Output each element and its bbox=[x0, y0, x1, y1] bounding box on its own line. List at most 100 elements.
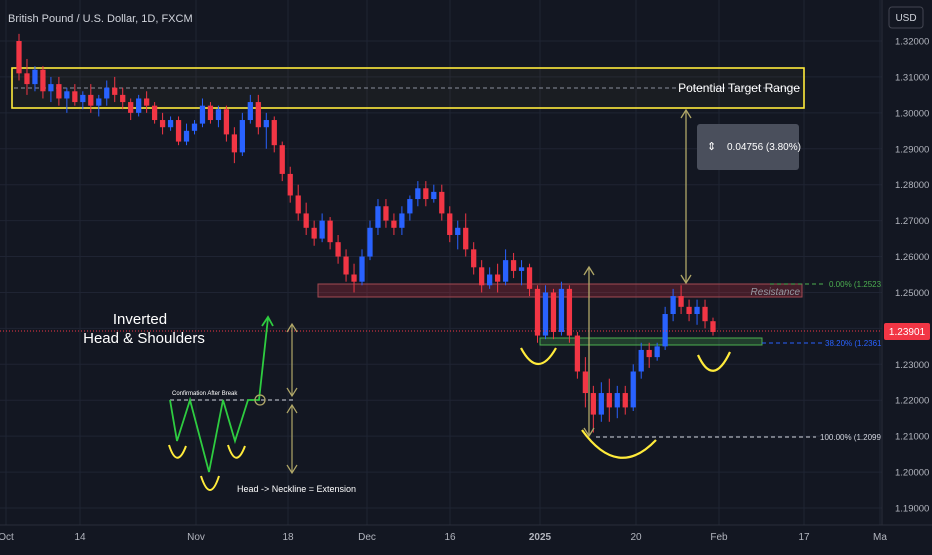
candle-body[interactable] bbox=[80, 94, 86, 103]
candle-body[interactable] bbox=[231, 134, 238, 153]
candle-body[interactable] bbox=[510, 260, 517, 271]
candle-body[interactable] bbox=[391, 220, 397, 228]
candle-body[interactable] bbox=[72, 91, 78, 103]
candle-body[interactable] bbox=[399, 213, 405, 228]
candle-body[interactable] bbox=[383, 206, 389, 221]
candle-body[interactable] bbox=[702, 306, 708, 322]
candle-body[interactable] bbox=[96, 98, 102, 106]
candle-body[interactable] bbox=[518, 267, 525, 271]
candle-body[interactable] bbox=[88, 94, 94, 106]
candle-body[interactable] bbox=[223, 109, 230, 135]
candle-body[interactable] bbox=[136, 98, 142, 113]
candle-body[interactable] bbox=[263, 120, 269, 128]
candle-body[interactable] bbox=[502, 260, 509, 282]
candle-body[interactable] bbox=[112, 87, 118, 95]
candle-body[interactable] bbox=[670, 296, 676, 315]
candle-body[interactable] bbox=[471, 249, 477, 268]
candle-body[interactable] bbox=[271, 120, 277, 146]
candle-body[interactable] bbox=[279, 145, 285, 174]
candle-body[interactable] bbox=[638, 349, 644, 372]
illustration-arrow-head bbox=[261, 315, 274, 327]
candle-body[interactable] bbox=[303, 213, 309, 228]
candle-body[interactable] bbox=[542, 292, 549, 336]
candle-body[interactable] bbox=[686, 306, 692, 315]
time-axis[interactable]: Oct 14 Nov 18 Dec 16 2025 20 Feb 17 Ma bbox=[0, 532, 887, 543]
candle-body[interactable] bbox=[48, 84, 54, 92]
candle-body[interactable] bbox=[590, 393, 596, 415]
currency-button-label[interactable]: USD bbox=[895, 13, 916, 24]
candle-body[interactable] bbox=[104, 87, 110, 99]
candle-body[interactable] bbox=[423, 188, 429, 200]
candle-body[interactable] bbox=[143, 98, 150, 106]
candle-body[interactable] bbox=[64, 91, 70, 99]
candle-body[interactable] bbox=[407, 199, 413, 214]
candle-body[interactable] bbox=[120, 94, 126, 103]
candle-body[interactable] bbox=[159, 120, 166, 128]
candle-body[interactable] bbox=[487, 274, 493, 286]
candle-body[interactable] bbox=[622, 393, 628, 408]
candle-body[interactable] bbox=[566, 288, 573, 336]
candle-body[interactable] bbox=[183, 130, 190, 142]
candle-body[interactable] bbox=[175, 120, 182, 142]
candle-body[interactable] bbox=[311, 227, 317, 239]
candle-body[interactable] bbox=[494, 274, 501, 282]
candle-body[interactable] bbox=[606, 393, 612, 408]
candle-body[interactable] bbox=[319, 220, 325, 239]
candle-body[interactable] bbox=[287, 173, 293, 196]
candle-body[interactable] bbox=[431, 191, 437, 200]
candle-body[interactable] bbox=[351, 274, 357, 282]
candle-body[interactable] bbox=[479, 267, 485, 286]
candle-body[interactable] bbox=[439, 191, 445, 214]
candle-body[interactable] bbox=[646, 349, 652, 358]
candle-body[interactable] bbox=[255, 102, 261, 128]
candle-body[interactable] bbox=[239, 120, 245, 153]
candle-body[interactable] bbox=[662, 314, 668, 347]
candle-body[interactable] bbox=[24, 73, 30, 85]
measure-label-box[interactable] bbox=[697, 124, 799, 170]
candle-body[interactable] bbox=[375, 206, 381, 228]
candle-body[interactable] bbox=[295, 195, 301, 214]
candle-body[interactable] bbox=[630, 371, 636, 408]
candle-body[interactable] bbox=[247, 102, 253, 121]
neckline-zone[interactable] bbox=[539, 337, 763, 346]
candle-body[interactable] bbox=[415, 188, 421, 200]
candle-body[interactable] bbox=[694, 306, 700, 315]
candle-body[interactable] bbox=[526, 267, 533, 289]
candle-body[interactable] bbox=[710, 321, 716, 332]
candle-body[interactable] bbox=[582, 371, 589, 394]
price-tick-label: 1.19000 bbox=[895, 504, 929, 515]
candle-body[interactable] bbox=[40, 69, 46, 92]
currency-button[interactable] bbox=[888, 6, 924, 29]
candle-body[interactable] bbox=[151, 105, 158, 121]
candle-body[interactable] bbox=[550, 292, 557, 332]
candle-body[interactable] bbox=[614, 393, 620, 408]
candle-body[interactable] bbox=[359, 256, 365, 282]
candle-body[interactable] bbox=[327, 220, 333, 243]
candle-body[interactable] bbox=[32, 69, 38, 85]
candle-body[interactable] bbox=[343, 256, 349, 275]
time-tick-label: 20 bbox=[630, 532, 642, 543]
candle-body[interactable] bbox=[574, 335, 581, 372]
candle-body[interactable] bbox=[16, 41, 22, 74]
candle-body[interactable] bbox=[678, 296, 684, 307]
time-tick-label: 2025 bbox=[529, 532, 552, 543]
candle-body[interactable] bbox=[455, 227, 461, 235]
candle-body[interactable] bbox=[335, 242, 341, 257]
candle-body[interactable] bbox=[463, 227, 469, 250]
candle-body[interactable] bbox=[128, 102, 134, 113]
candle-body[interactable] bbox=[167, 120, 174, 128]
candle-body[interactable] bbox=[56, 84, 62, 99]
candle-body[interactable] bbox=[558, 288, 565, 332]
candle-body[interactable] bbox=[199, 105, 206, 124]
candle-body[interactable] bbox=[207, 105, 214, 121]
candle-body[interactable] bbox=[598, 393, 604, 415]
candle-body[interactable] bbox=[654, 346, 660, 358]
candle-body[interactable] bbox=[215, 109, 222, 121]
target-range-box[interactable] bbox=[11, 67, 805, 109]
candle-body[interactable] bbox=[534, 288, 541, 336]
candle-body[interactable] bbox=[367, 227, 373, 257]
candle-body[interactable] bbox=[447, 213, 453, 235]
candle-body[interactable] bbox=[191, 123, 198, 131]
